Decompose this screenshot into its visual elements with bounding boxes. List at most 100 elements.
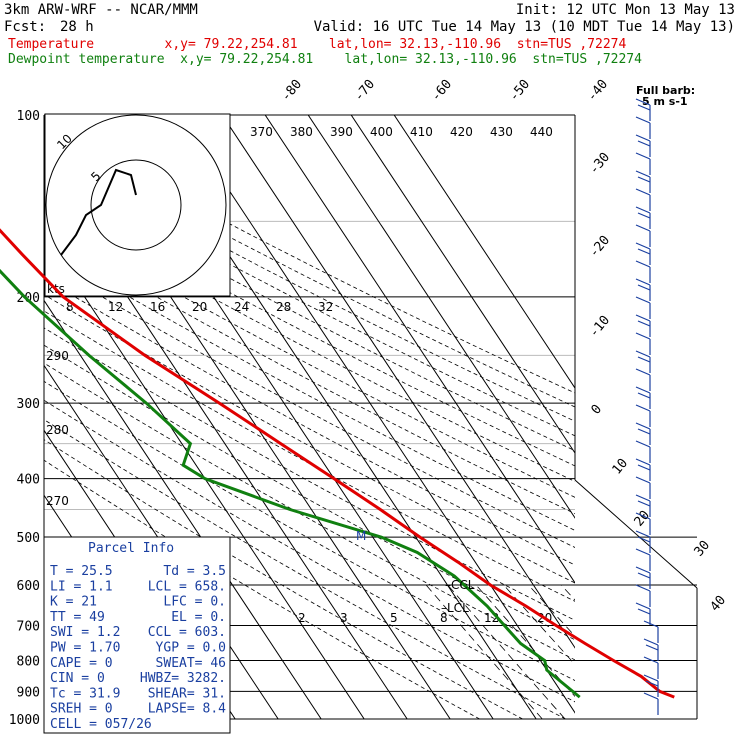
isotherm-label--70: -70 bbox=[352, 77, 379, 105]
pressure-label-400: 400 bbox=[17, 473, 40, 488]
barb-flag-19 bbox=[635, 440, 651, 448]
pressure-label-500: 500 bbox=[17, 531, 40, 546]
barb-flag2-24 bbox=[637, 536, 651, 543]
theta-label-380: 380 bbox=[290, 125, 313, 139]
hodograph: 10 5 kts bbox=[44, 113, 231, 297]
parcel-row-right-4: CCL = 603. bbox=[148, 625, 226, 640]
barb-flag2-0 bbox=[637, 104, 651, 111]
barb-flag-2 bbox=[635, 134, 651, 142]
barb-flag-11 bbox=[635, 296, 651, 304]
theta-label-430: 430 bbox=[490, 125, 513, 139]
dewpoint-trace bbox=[0, 268, 581, 699]
parcel-row-right-2: LFC = 0. bbox=[163, 595, 226, 610]
pressure-label-100: 100 bbox=[17, 109, 40, 124]
temperature-trace bbox=[0, 228, 675, 699]
theta-label-440: 440 bbox=[530, 125, 553, 139]
hodograph-ring-inner bbox=[90, 159, 182, 251]
hodograph-track bbox=[60, 168, 137, 256]
barb-flag-13 bbox=[635, 332, 651, 340]
theta-label-400: 400 bbox=[370, 125, 393, 139]
barb-flag-25 bbox=[635, 548, 651, 556]
barb-flag2-4 bbox=[637, 176, 651, 183]
barb-flag-7 bbox=[635, 224, 651, 232]
temperature-legend: Temperature x,y= 79.22,254.81 lat,lon= 3… bbox=[8, 37, 626, 52]
barb-flag2-8 bbox=[637, 248, 651, 255]
dry-adiabat-400 bbox=[44, 203, 575, 482]
barb-flag2-30 bbox=[645, 644, 659, 651]
dewpoint-legend: Dewpoint temperature x,y= 79.22,254.81 l… bbox=[8, 52, 642, 67]
barb-flag-1 bbox=[635, 116, 651, 124]
init-time: Init: 12 UTC Mon 13 May 13 bbox=[516, 2, 735, 18]
isotherm-label--20: -20 bbox=[587, 233, 614, 261]
barb-flag2-22 bbox=[637, 500, 651, 507]
barb-flag-0 bbox=[635, 98, 651, 106]
parcel-row-left-6: CAPE = 0 bbox=[50, 656, 113, 671]
m-marker: M bbox=[356, 529, 366, 543]
isotherm-label--50: -50 bbox=[507, 77, 534, 105]
barb-flag-33 bbox=[643, 692, 659, 700]
dry-adiabat-330 bbox=[44, 310, 575, 602]
barb-flag-14 bbox=[635, 350, 651, 358]
isotherm-label-30: 30 bbox=[692, 538, 714, 560]
dry-adiabat-460 bbox=[44, 123, 575, 394]
parcel-row-right-8: SHEAR= 31. bbox=[148, 686, 226, 701]
isotherm--60 bbox=[44, 299, 322, 719]
dry-adiabat-440 bbox=[44, 148, 575, 422]
isotherm-label-40: 40 bbox=[708, 593, 730, 615]
wind-barbs bbox=[635, 98, 659, 715]
isotherm-label--30: -30 bbox=[587, 150, 614, 178]
barb-flag2-6 bbox=[637, 212, 651, 219]
barb-flag2-12 bbox=[637, 320, 651, 327]
isotherm-label--60: -60 bbox=[429, 77, 456, 105]
valid-time: Valid: 16 UTC Tue 14 May 13 (10 MDT Tue … bbox=[314, 19, 735, 35]
barb-flag2-26 bbox=[637, 572, 651, 579]
pressure-label-600: 600 bbox=[17, 579, 40, 594]
barb-flag-16 bbox=[635, 386, 651, 394]
dry-adiabat-310 bbox=[44, 344, 575, 641]
mixing-ratio-upper-label-16: 16 bbox=[150, 300, 165, 314]
wind-legend-value: 5 m s-1 bbox=[642, 95, 688, 108]
mixing-ratio-label-8: 8 bbox=[440, 611, 448, 625]
model-title: 3km ARW-WRF -- NCAR/MMM bbox=[4, 2, 198, 18]
isotherm-50 bbox=[393, 115, 575, 389]
pressure-label-300: 300 bbox=[17, 397, 40, 412]
barb-flag-29 bbox=[643, 620, 659, 628]
barb-flag-18 bbox=[635, 422, 651, 430]
parcel-row-right-5: YGP = 0.0 bbox=[156, 641, 226, 656]
parcel-row-right-1: LCL = 658. bbox=[148, 579, 226, 594]
theta-label-370: 370 bbox=[250, 125, 273, 139]
isotherm-10 bbox=[221, 115, 575, 649]
mixing-ratio-label-3: 3 bbox=[340, 611, 348, 625]
mixing-ratio-label-2: 2 bbox=[298, 611, 306, 625]
forecast-hours: 28 h bbox=[60, 19, 94, 35]
dry-adiabat-450 bbox=[44, 135, 575, 408]
barb-flag-12 bbox=[635, 314, 651, 322]
barb-flag-3 bbox=[635, 152, 651, 160]
dry-adiabat-390 bbox=[44, 217, 575, 498]
mixing-ratio-12 bbox=[528, 584, 575, 637]
mixing-ratio-upper-label-28: 28 bbox=[276, 300, 291, 314]
parcel-row-right-3: EL = 0. bbox=[171, 610, 226, 625]
mixing-ratio-upper-label-20: 20 bbox=[192, 300, 207, 314]
dry-adiabat-380 bbox=[44, 232, 575, 515]
mixing-ratio-upper-label-12: 12 bbox=[108, 300, 123, 314]
pressure-label-700: 700 bbox=[17, 619, 40, 634]
barb-flag-10 bbox=[635, 278, 651, 286]
pressure-label-800: 800 bbox=[17, 654, 40, 669]
dry-adiabat-280 bbox=[44, 399, 575, 703]
barb-flag-27 bbox=[635, 584, 651, 592]
dry-adiabat-270 bbox=[44, 419, 566, 719]
parcel-row-left-3: TT = 49 bbox=[50, 610, 105, 625]
barb-flag-17 bbox=[635, 404, 651, 412]
barb-flag2-14 bbox=[637, 356, 651, 363]
dry-adiabat-290 bbox=[44, 380, 575, 681]
mixing-ratio-20 bbox=[560, 584, 575, 601]
frame-extension-diag bbox=[574, 479, 698, 589]
barb-flag-32 bbox=[643, 674, 659, 682]
parcel-info-frame bbox=[43, 536, 231, 734]
pressure-label-900: 900 bbox=[17, 685, 40, 700]
barb-flag-26 bbox=[635, 566, 651, 574]
isotherm-label--80: -80 bbox=[279, 77, 306, 105]
barb-flag2-10 bbox=[637, 284, 651, 291]
